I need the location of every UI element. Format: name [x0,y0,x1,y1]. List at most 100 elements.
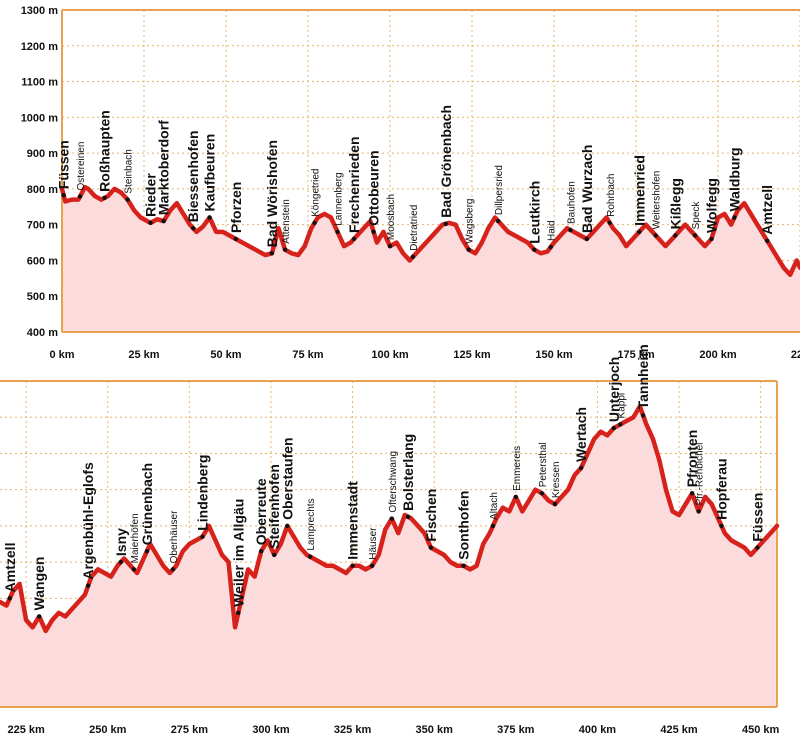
place-marker [234,237,238,241]
place-label-minor: Ofterschwang [388,451,399,513]
place-label-major: Ottobeuren [366,150,382,225]
place-label-major: Amtzell [2,543,18,593]
place-label-major: Lindenberg [194,455,210,531]
place-marker [371,230,375,234]
place-label-minor: Kressen [551,461,562,498]
place-label-major: Argenbühl-Eglofs [80,462,96,580]
place-marker [200,535,204,539]
place-label-major: Bolsterlang [400,434,416,511]
place-marker [461,564,465,568]
place-marker [612,426,616,430]
x-tick-label: 225 [791,349,800,361]
x-tick-label: 25 km [128,349,159,361]
place-label-major: Bad Wörishofen [264,140,280,247]
y-tick-label: 600 m [27,255,58,267]
x-tick-label: 300 km [252,724,290,736]
place-label-major: Hopferau [714,458,730,519]
place-marker [161,219,165,223]
place-marker [283,248,287,252]
place-marker [568,228,572,232]
place-label-major: Marktoberdorf [156,120,172,215]
place-marker [653,233,657,237]
x-tick-label: 125 km [453,349,491,361]
place-marker [207,215,211,219]
place-marker [148,221,152,225]
place-marker [411,255,415,259]
place-marker [171,567,175,571]
place-marker [719,524,723,528]
y-tick-label: 400 m [27,327,58,339]
x-tick-label: 50 km [210,349,241,361]
place-label-minor: Köngetried [311,169,322,217]
place-marker [608,221,612,225]
place-marker [78,194,82,198]
place-label-major: Weiler im Allgäu [230,499,246,607]
place-label-minor: Pfr.-Rehbichel [695,443,706,506]
x-tick-label: 225 km [7,724,45,736]
place-marker [765,239,769,243]
place-marker [86,583,90,587]
place-label-major: Füssen [749,493,765,542]
place-marker [236,611,240,615]
place-label-major: Wolfegg [703,178,719,233]
place-label-major: Immenried [631,155,647,226]
place-label-minor: Häuser [368,527,379,560]
place-label-major: Tannheim [635,344,651,409]
y-tick-label: 1000 m [21,112,59,124]
place-label-major: Amtzell [759,185,775,235]
place-marker [673,233,677,237]
place-marker [585,237,589,241]
place-label-major: Pforzen [228,182,244,233]
place-label-minor: Wagsberg [465,198,476,243]
place-label-minor: Speck [691,201,702,230]
place-label-minor: Altach [489,492,500,520]
y-tick-label: 500 m [27,291,58,303]
place-label-minor: Oberhäuser [169,510,180,563]
place-marker [540,491,544,495]
place-marker [514,495,518,499]
place-marker [312,221,316,225]
place-label-major: Oberstaufen [279,437,295,519]
place-marker [388,244,392,248]
place-marker [755,545,759,549]
place-marker [467,248,471,252]
place-marker [119,560,123,564]
place-marker [579,466,583,470]
place-marker [444,222,448,226]
x-tick-label: 75 km [292,349,323,361]
place-marker [145,549,149,553]
place-label-major: Frechenrieden [346,136,362,232]
place-label-minor: Bauhofen [566,181,577,224]
place-label-minor: Petersthal [538,442,549,487]
y-tick-label: 1200 m [21,41,59,53]
place-label-minor: Haid [547,220,558,241]
place-marker [690,491,694,495]
place-label-major: Isny [113,528,129,556]
place-label-major: Roßhaupten [97,110,113,192]
y-tick-label: 700 m [27,220,58,232]
place-marker [352,237,356,241]
x-tick-label: 400 km [579,724,617,736]
place-label-major: Sonthofen [456,491,472,560]
place-label-major: Kaufbeuren [202,134,218,212]
place-label-minor: Moosbach [386,194,397,240]
place-label-minor: Emmereis [512,446,523,491]
place-marker [641,413,645,417]
place-label-minor: Ostereinen [76,142,87,191]
place-marker [125,197,129,201]
place-marker [191,226,195,230]
x-tick-label: 350 km [416,724,454,736]
place-label-major: Waldburg [726,147,742,211]
place-label-major: Füssen [56,140,72,189]
x-tick-label: 200 km [699,349,737,361]
place-marker [102,196,106,200]
place-marker [370,564,374,568]
place-label-major: Kißlegg [667,178,683,229]
place-label-major: Wangen [31,557,47,611]
place-marker [61,193,65,197]
place-marker [132,567,136,571]
x-tick-label: 450 km [742,724,780,736]
place-label-minor: Kappl [616,393,627,419]
place-marker [693,233,697,237]
